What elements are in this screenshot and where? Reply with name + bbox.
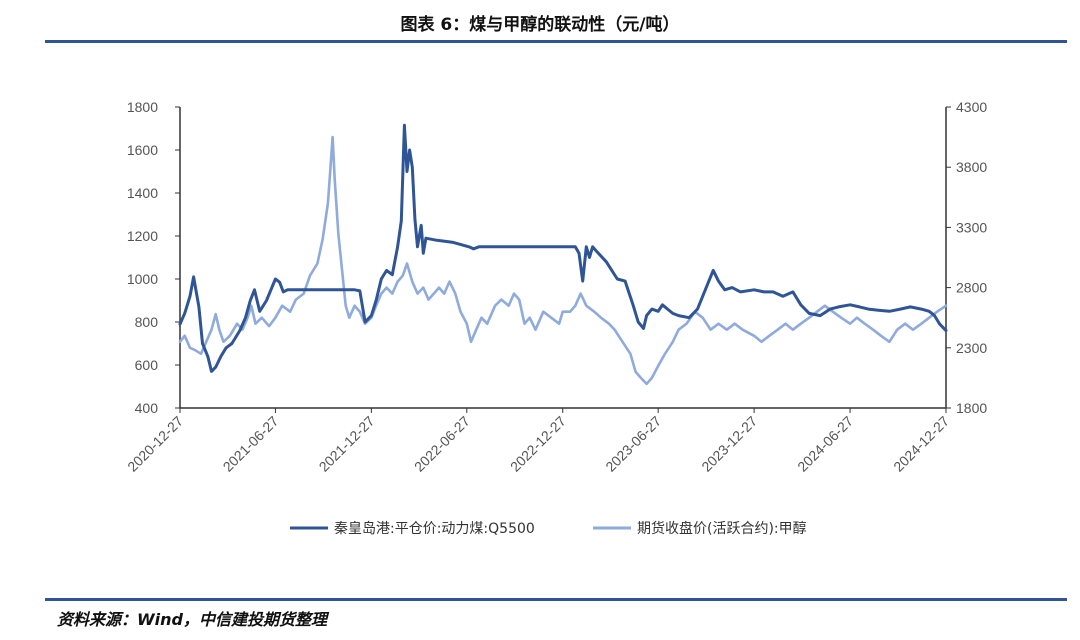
methanol-series-line	[178, 135, 948, 386]
legend-entry-methanol-label: 期货收盘价(活跃合约):甲醇	[637, 520, 807, 537]
left-y-tick-label: 1000	[127, 271, 158, 287]
chart-axes: 400 600 800 1000 1200 1400 1600 1800 1800 2300 280…	[124, 99, 987, 475]
page-title: 图表 6：煤与甲醇的联动性（元/吨）	[400, 15, 680, 35]
right-y-tick-label: 3800	[956, 159, 987, 175]
left-y-tick-label: 1400	[127, 185, 158, 201]
left-y-tick-label: 400	[135, 400, 159, 416]
x-tick-label: 2022-06-27	[411, 413, 473, 475]
x-tick-label: 2023-12-27	[698, 413, 760, 475]
source-note: 资料来源：Wind，中信建投期货整理	[57, 610, 327, 629]
left-y-tick-label: 600	[135, 357, 159, 373]
right-y-tick-label: 3300	[956, 219, 987, 235]
legend-entry-coal-label: 秦皇岛港:平仓价:动力煤:Q5500	[334, 521, 535, 537]
x-tick-label: 2023-06-27	[602, 413, 664, 475]
bottom-divider	[45, 598, 1067, 601]
left-y-tick-label: 1600	[127, 142, 158, 158]
left-y-tick-label: 1800	[127, 99, 158, 115]
right-y-tick-label: 4300	[956, 99, 987, 115]
left-y-tick-label: 800	[135, 314, 159, 330]
right-y-tick-label: 2300	[956, 340, 987, 356]
x-tick-label: 2021-12-27	[316, 413, 378, 475]
left-y-tick-label: 1200	[127, 228, 158, 244]
x-tick-label: 2024-06-27	[794, 413, 856, 475]
chart-series	[178, 123, 948, 386]
coal-series-line	[178, 123, 948, 373]
top-divider	[45, 40, 1067, 43]
right-y-tick-label: 1800	[956, 400, 987, 416]
x-tick-label: 2022-12-27	[507, 413, 569, 475]
dual-axis-line-chart: 400 600 800 1000 1200 1400 1600 1800 1800 2300 280…	[124, 99, 987, 537]
right-y-tick-label: 2800	[956, 280, 987, 296]
x-tick-label: 2021-06-27	[220, 413, 282, 475]
x-tick-label: 2020-12-27	[124, 413, 186, 475]
x-tick-label: 2024-12-27	[890, 413, 952, 475]
chart-legend: 秦皇岛港:平仓价:动力煤:Q5500 期货收盘价(活跃合约):甲醇	[290, 520, 807, 537]
